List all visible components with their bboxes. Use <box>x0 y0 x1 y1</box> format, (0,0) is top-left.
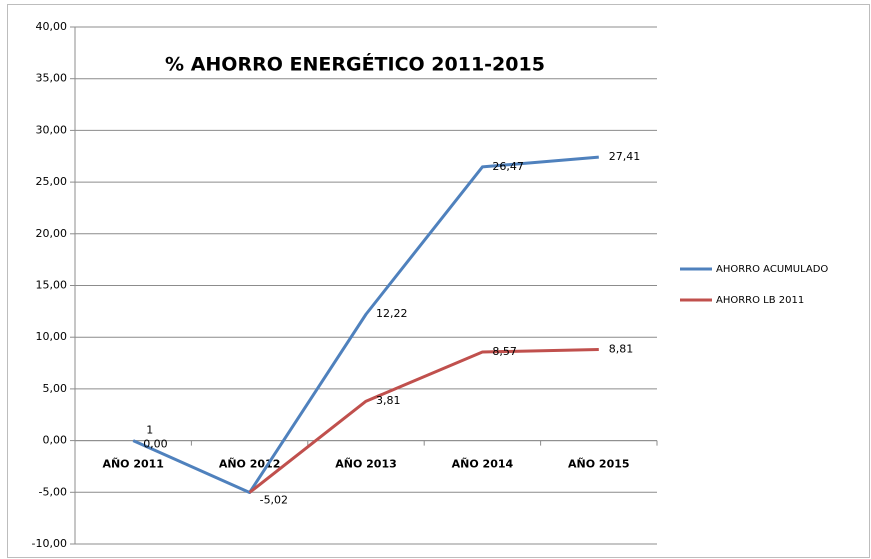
annotation: 1 <box>146 424 153 437</box>
data-label: 26,47 <box>492 160 524 173</box>
data-label: 8,81 <box>609 343 634 356</box>
chart-title: % AHORRO ENERGÉTICO 2011-2015 <box>165 53 545 76</box>
data-label: 0,00 <box>143 438 168 451</box>
data-label: 3,81 <box>376 394 401 407</box>
y-tick-label: 40,00 <box>36 20 68 33</box>
y-tick-label: 35,00 <box>36 72 68 85</box>
x-tick-label: AÑO 2015 <box>568 458 630 471</box>
legend-label: AHORRO LB 2011 <box>716 295 804 306</box>
series-line <box>132 155 599 495</box>
y-tick-label: 25,00 <box>36 175 68 188</box>
y-tick-label: 5,00 <box>43 382 68 395</box>
data-label: 27,41 <box>609 150 641 163</box>
legend-label: AHORRO ACUMULADO <box>716 264 828 275</box>
x-tick-label: AÑO 2014 <box>452 458 514 471</box>
data-label: 12,22 <box>376 307 408 320</box>
data-label: -5,02 <box>260 494 288 507</box>
x-tick-label: AÑO 2013 <box>335 458 397 471</box>
y-tick-label: 0,00 <box>43 434 68 447</box>
y-tick-label: -5,00 <box>39 485 67 498</box>
x-tick-label: AÑO 2011 <box>102 458 164 471</box>
series-line <box>248 348 599 494</box>
y-tick-label: 30,00 <box>36 123 68 136</box>
y-tick-label: 10,00 <box>36 330 68 343</box>
y-tick-label: -10,00 <box>32 537 67 550</box>
data-label: 8,57 <box>492 345 517 358</box>
y-tick-label: 20,00 <box>36 227 68 240</box>
y-tick-label: 15,00 <box>36 279 68 292</box>
chart-border <box>7 4 870 558</box>
